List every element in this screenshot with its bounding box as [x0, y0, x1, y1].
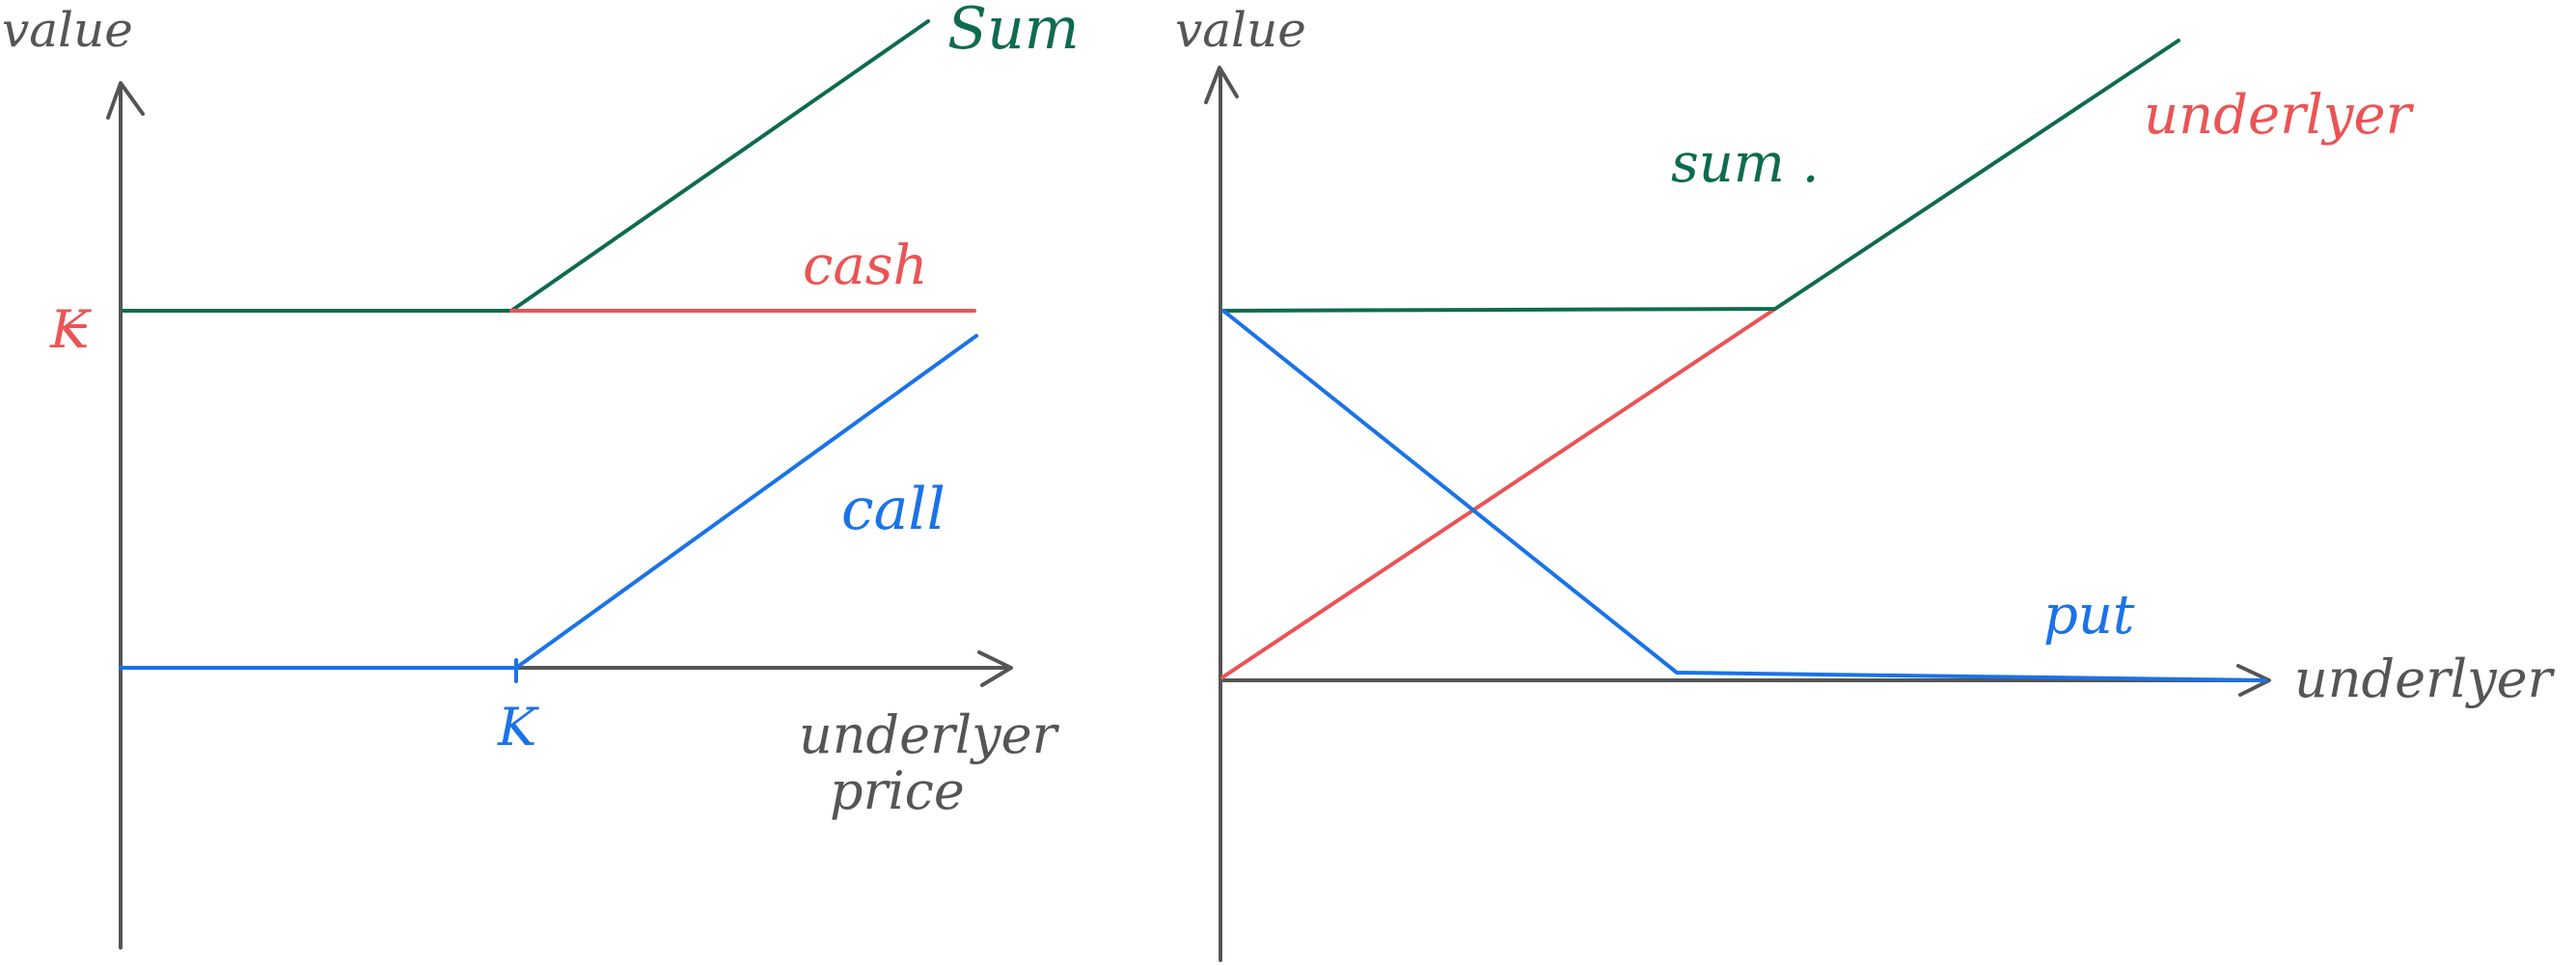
- left-x-axis-label-line2: price: [830, 760, 965, 821]
- right-x-axis-arrowhead: [2236, 664, 2271, 697]
- right-y-axis-arrowhead: [1204, 66, 1239, 104]
- right-y-axis-label: value: [1175, 2, 1306, 58]
- left-payoff-diagram: value K Sum cash call K underlyer price: [2, 0, 1080, 950]
- right-underlying-label: underlyer: [2144, 84, 2415, 147]
- right-put-label: put: [2043, 584, 2135, 647]
- left-sum-label: Sum: [947, 0, 1080, 63]
- right-sum-line: [1221, 39, 2180, 313]
- right-payoff-diagram: value sum . underlyer put underlyer: [1175, 2, 2556, 962]
- right-sum-label: sum .: [1671, 132, 1820, 195]
- left-x-axis-label-line1: underlyer: [799, 704, 1060, 765]
- left-x-axis-arrowhead: [977, 650, 1013, 687]
- left-call-label: call: [841, 476, 945, 543]
- left-cash-label: cash: [803, 234, 928, 297]
- left-strike-x-label: K: [497, 697, 539, 758]
- left-y-axis-label: value: [2, 2, 133, 58]
- left-y-axis-arrowhead: [106, 81, 145, 120]
- right-underlying-line: [1220, 307, 1777, 679]
- right-x-axis-label: underlyer: [2294, 648, 2556, 709]
- right-put-line: [1221, 309, 2267, 682]
- left-strike-y-label: K: [49, 299, 92, 360]
